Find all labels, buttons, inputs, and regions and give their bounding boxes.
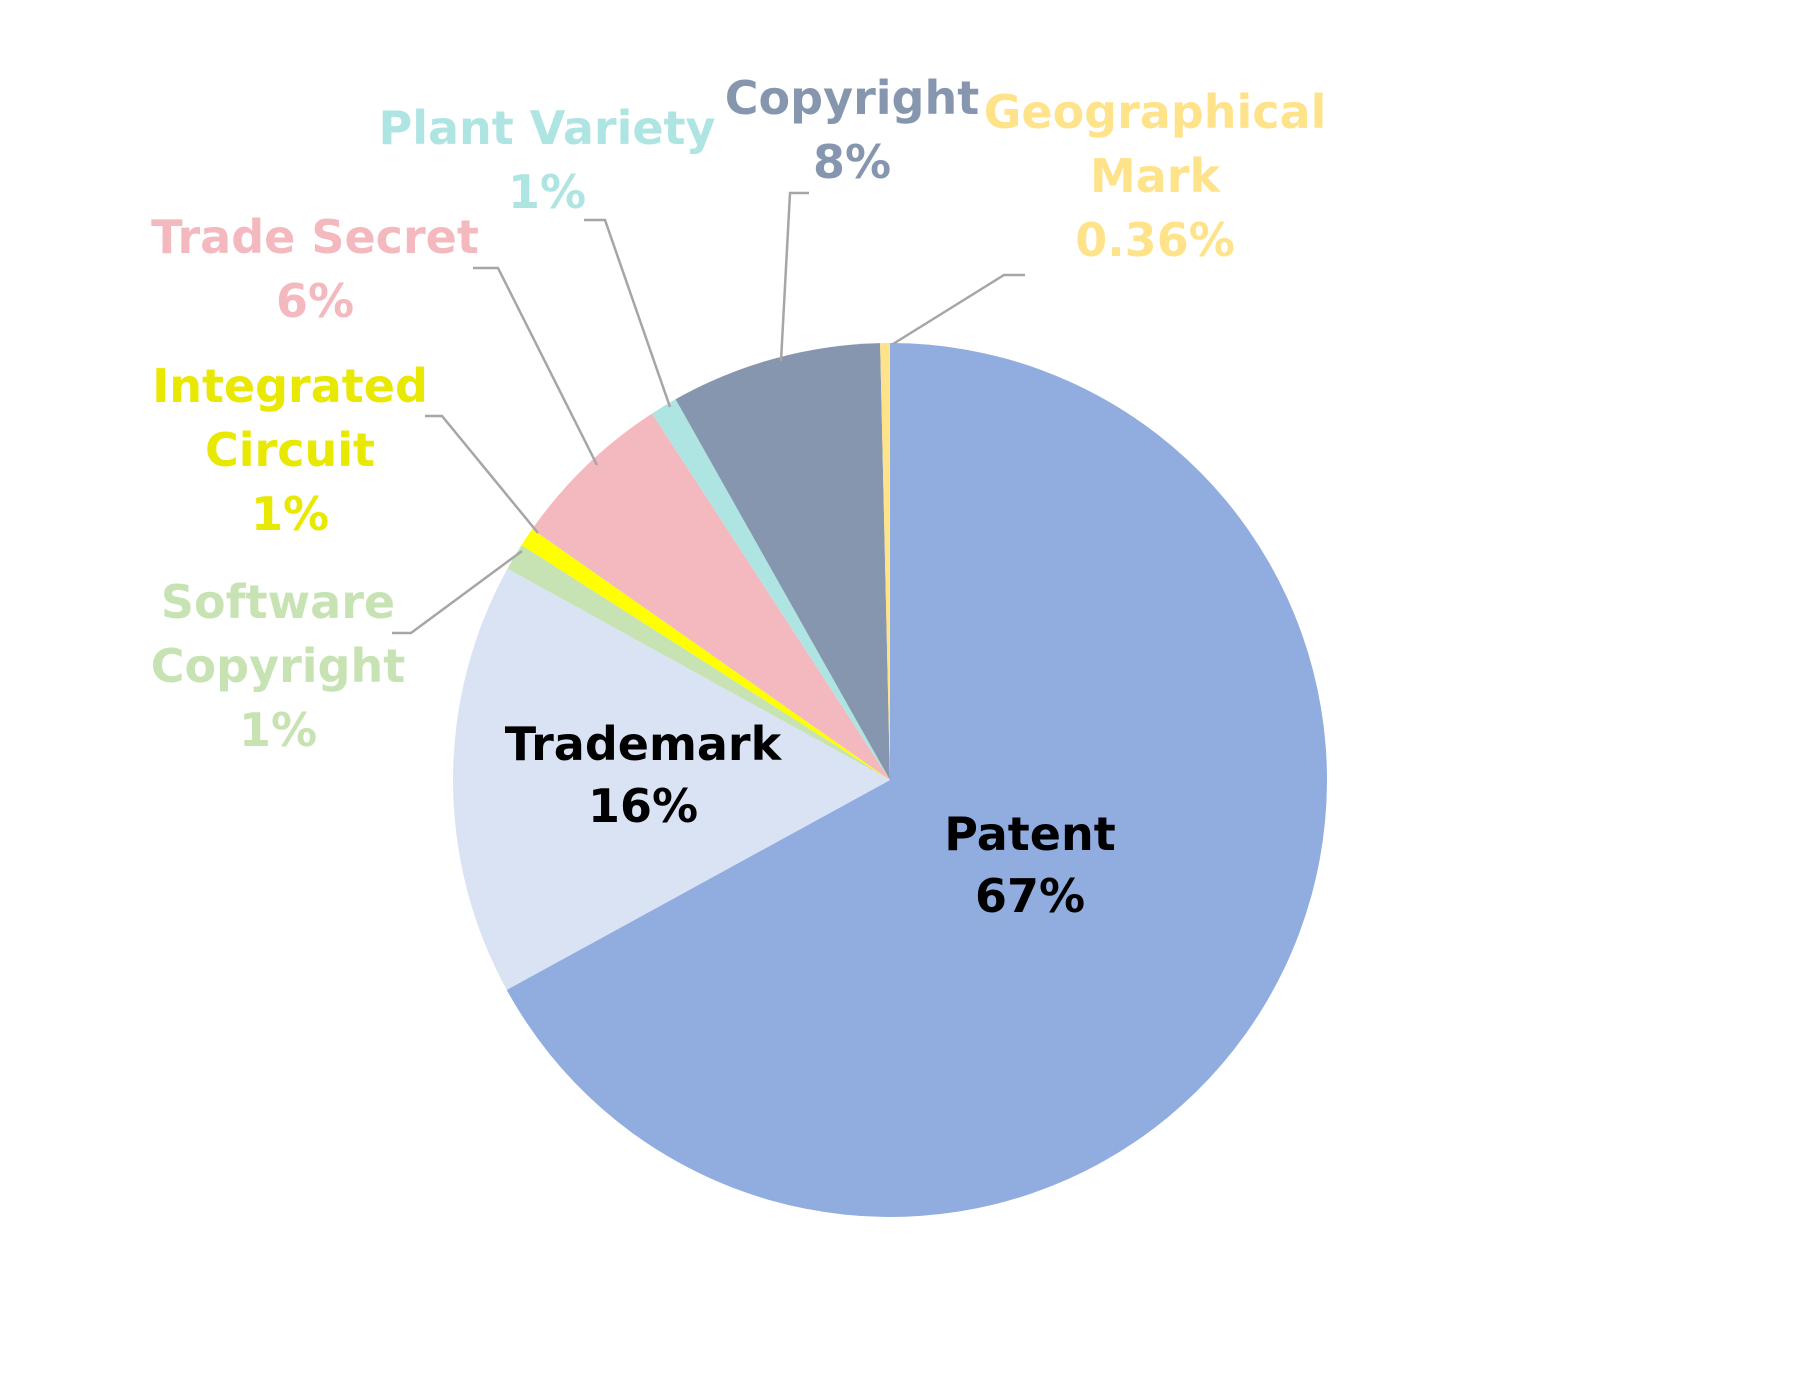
pie-slice-trade-secret — [532, 413, 890, 780]
leader-lines — [392, 191, 1025, 635]
pie-slice-trademark — [452, 568, 890, 990]
pie-slices — [452, 343, 1328, 1218]
slice-label-software-copyright: Software Copyright 1% — [151, 575, 405, 757]
leader-line-integrated-circuit — [425, 414, 539, 534]
slice-labels: Patent 67% Trademark 16% Software Copyright 1%… — [151, 71, 1327, 923]
slice-label-copyright: Copyright 8% — [725, 71, 979, 189]
pie-slice-geographical-mark — [880, 343, 890, 780]
leader-line-copyright — [779, 191, 809, 362]
leader-line-software-copyright — [392, 549, 523, 635]
pie-slice-integrated-circuit — [521, 529, 890, 780]
slice-label-trade-secret: Trade Secret 6% — [151, 210, 479, 328]
pie-slice-copyright — [675, 343, 890, 780]
pie-slice-patent — [506, 343, 1328, 1218]
slice-label-plant-variety: Plant Variety 1% — [378, 101, 715, 219]
pie-slice-plant-variety — [652, 399, 890, 780]
slice-label-trademark: Trademark 16% — [505, 717, 783, 833]
leader-line-trade-secret — [473, 266, 599, 466]
leader-line-geographical-mark — [892, 273, 1025, 346]
pie-slice-software-copyright — [507, 545, 890, 780]
slice-label-patent: Patent 67% — [944, 807, 1115, 923]
slice-label-geographical-mark: Geographical Mark 0.36% — [984, 85, 1327, 267]
leader-line-plant-variety — [584, 218, 672, 408]
slice-label-integrated-circuit: Integrated Circuit 1% — [152, 359, 428, 541]
